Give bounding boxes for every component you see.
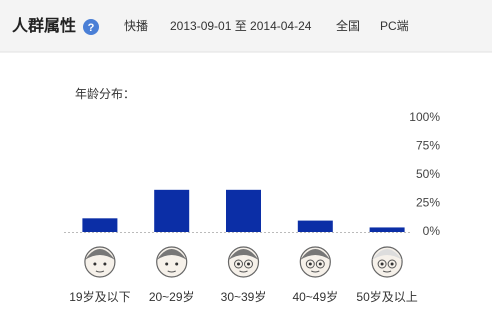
y-tick-label: 25% — [416, 196, 440, 210]
x-tick-label: 20~29岁 — [149, 289, 195, 304]
y-tick-label: 75% — [416, 139, 440, 153]
avatar-glasses — [234, 259, 243, 269]
platform[interactable]: PC端 — [380, 19, 409, 33]
header-title: 人群属性 — [12, 16, 76, 35]
avatar-hair — [156, 249, 187, 260]
avatar-eye — [103, 262, 107, 266]
help-icon-text[interactable]: ? — [88, 22, 95, 34]
region[interactable]: 全国 — [336, 18, 360, 33]
avatar-mouth — [382, 270, 392, 273]
avatar-hair — [300, 249, 331, 260]
bar — [154, 189, 190, 232]
avatar-eye — [308, 262, 312, 266]
avatar-eye — [380, 262, 384, 266]
bar — [369, 227, 405, 232]
avatar-mouth — [167, 270, 176, 273]
x-tick-label: 50岁及以上 — [356, 289, 417, 304]
avatar-eye — [175, 262, 179, 266]
x-tick-label: 30~39岁 — [221, 289, 267, 304]
avatar-glasses — [305, 259, 315, 269]
avatar-mouth — [95, 270, 105, 273]
x-tick-label: 40~49岁 — [292, 289, 338, 304]
bar — [297, 220, 333, 232]
header-bar — [0, 0, 492, 52]
avatar-eye — [390, 262, 394, 266]
y-tick-label: 0% — [423, 224, 441, 238]
avatar-glasses — [377, 259, 387, 269]
date-range[interactable]: 2013-09-01 至 2014-04-24 — [170, 19, 312, 33]
chart-title: 年龄分布： — [75, 87, 135, 101]
avatar-eye — [165, 262, 169, 266]
y-tick-label: 100% — [409, 110, 440, 124]
avatar-glasses — [387, 259, 397, 269]
avatar-eye — [237, 262, 240, 266]
avatar-hair — [228, 249, 259, 260]
help-icon[interactable] — [83, 19, 99, 35]
x-tick-label: 19岁及以下 — [69, 289, 130, 304]
avatar-glasses — [244, 259, 253, 269]
avatar-eye — [93, 262, 97, 266]
bar — [82, 218, 118, 232]
avatar-hair — [372, 249, 403, 260]
avatar-hair — [84, 249, 115, 260]
keyword: 快播 — [124, 19, 148, 33]
y-tick-label: 50% — [416, 167, 440, 181]
avatar-mouth — [239, 270, 248, 273]
avatar-glasses — [315, 259, 325, 269]
avatar-mouth — [311, 270, 320, 273]
avatar-eye — [318, 262, 322, 266]
bar — [226, 189, 261, 232]
avatar-eye — [247, 262, 250, 266]
